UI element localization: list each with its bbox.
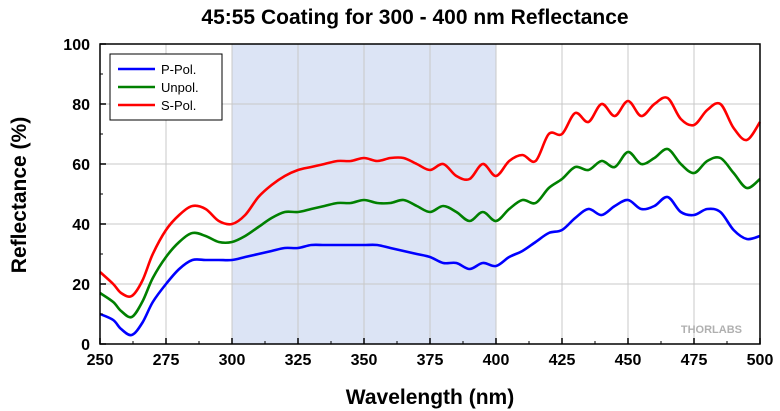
- series-line-ppol: [99, 195, 761, 337]
- x-tick-label: 300: [219, 352, 246, 369]
- x-tick-label: 500: [747, 352, 774, 369]
- x-tick-label: 450: [615, 352, 642, 369]
- y-tick-label: 0: [81, 337, 90, 354]
- series-lines: [99, 96, 762, 337]
- series-line-spol: [99, 96, 762, 298]
- x-tick-label: 275: [153, 352, 180, 369]
- y-tick-label: 20: [72, 277, 90, 294]
- y-axis: 0 20 40 60 80 100: [63, 37, 106, 354]
- chart-title: 45:55 Coating for 300 - 400 nm Reflectan…: [201, 6, 628, 29]
- x-axis: 250 275 300 325 350 375 400 425 450 475 500: [87, 338, 774, 369]
- x-tick-label: 425: [549, 352, 576, 369]
- x-tick-label: 325: [285, 352, 312, 369]
- legend-label: S-Pol.: [161, 98, 196, 113]
- y-tick-label: 80: [72, 97, 90, 114]
- x-tick-label: 350: [351, 352, 378, 369]
- y-tick-label: 40: [72, 217, 90, 234]
- y-tick-label: 60: [72, 157, 90, 174]
- x-tick-label: 400: [483, 352, 510, 369]
- y-tick-label: 100: [63, 37, 90, 54]
- x-tick-label: 475: [681, 352, 708, 369]
- x-tick-label: 250: [87, 352, 114, 369]
- series-line-unpol: [99, 147, 761, 319]
- watermark: THORLABS: [681, 324, 742, 336]
- x-tick-label: 375: [417, 352, 444, 369]
- legend: P-Pol. Unpol. S-Pol.: [109, 53, 223, 121]
- x-axis-title: Wavelength (nm): [346, 386, 514, 409]
- y-axis-title: Reflectance (%): [8, 117, 31, 273]
- legend-label: Unpol.: [161, 80, 199, 95]
- legend-label: P-Pol.: [161, 62, 196, 77]
